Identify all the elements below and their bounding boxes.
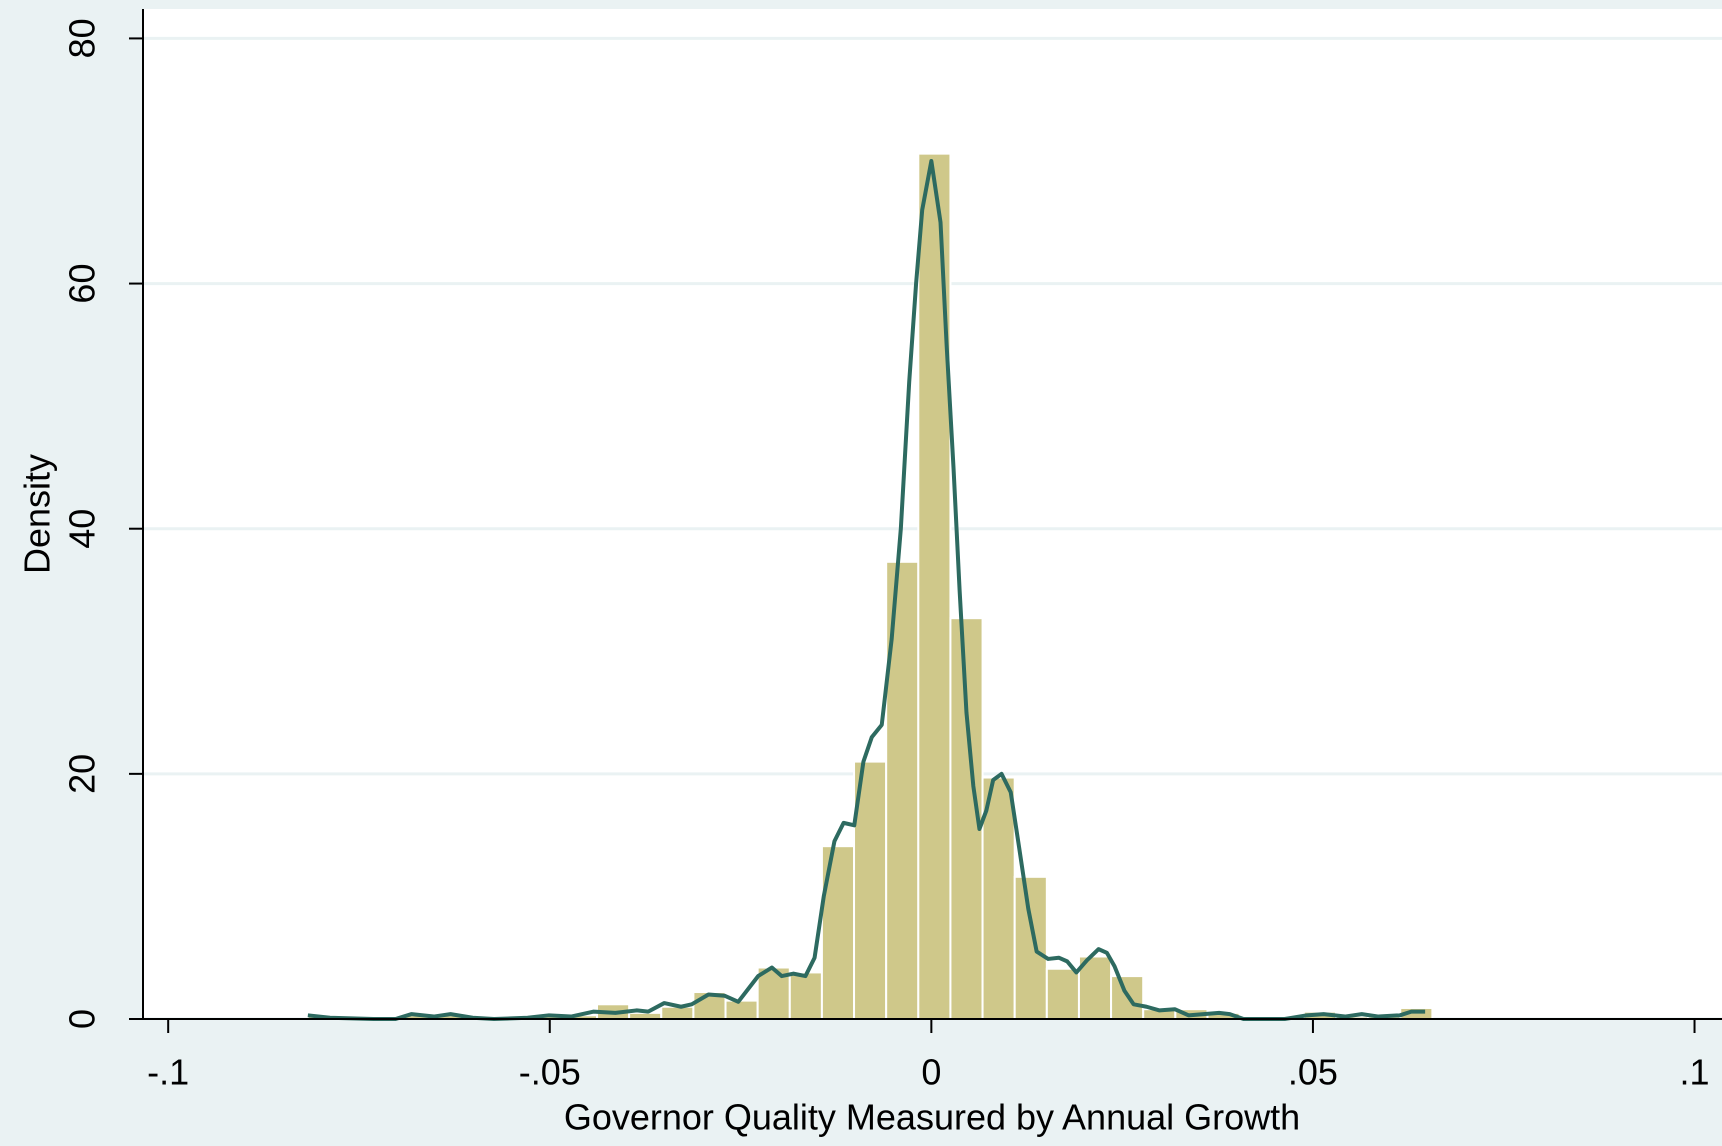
bar: [788, 971, 823, 1020]
y-tick-label: 0: [62, 1009, 103, 1029]
bar: [1045, 967, 1080, 1020]
x-tick-label: .1: [1680, 1052, 1710, 1093]
bar: [660, 1005, 695, 1021]
x-axis-label: Governor Quality Measured by Annual Grow…: [564, 1097, 1300, 1138]
y-tick-label: 40: [62, 509, 103, 549]
density-line: [307, 158, 1426, 1021]
bar: [724, 999, 759, 1020]
x-tick-label: -.1: [147, 1052, 189, 1093]
x-tick-label: 0: [921, 1052, 941, 1093]
y-tick-label: 80: [62, 18, 103, 58]
y-tick-label: 60: [62, 264, 103, 304]
y-tick-label: 20: [62, 754, 103, 794]
bar: [917, 152, 952, 1020]
bar: [981, 776, 1016, 1020]
y-axis-label: Density: [17, 454, 58, 574]
x-tick-label: .05: [1288, 1052, 1338, 1093]
bar: [853, 760, 888, 1021]
bar: [1013, 875, 1048, 1021]
x-tick-label: -.05: [519, 1052, 581, 1093]
